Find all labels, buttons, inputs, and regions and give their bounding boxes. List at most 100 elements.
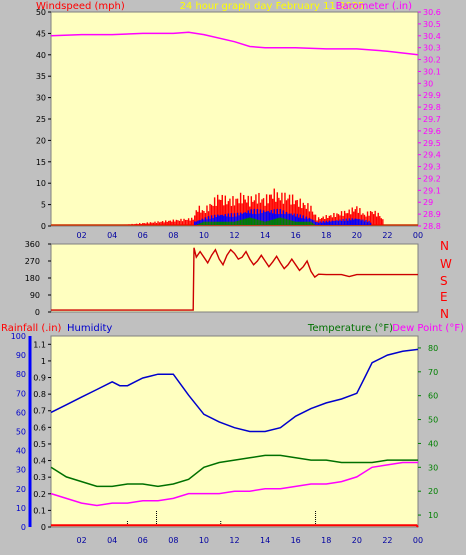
humidity-line [50,348,419,433]
x-tick-label-temp: 04 [107,536,117,545]
barometer-tick-label: 30 [423,79,433,88]
direction-label-w: W [440,257,452,271]
humidity-tick-label: 40 [16,447,26,456]
x-tick-label-wind: 20 [352,231,362,240]
rainfall-tick-label: 0.8 [33,390,46,399]
direction-label-s: S [440,274,448,288]
wind-direction-line [51,247,418,311]
x-tick-label-temp: 16 [291,536,301,545]
barometer-tick-label: 29.3 [423,163,441,172]
barometer-tick-label: 30.6 [423,8,441,17]
x-tick-label-temp: 22 [382,536,392,545]
barometer-tick-label: 30.3 [423,44,441,53]
windspeed-tick-label: 45 [36,29,46,38]
temperature-tick-label: 10 [428,511,438,520]
x-tick-label-temp: 00 [413,536,423,545]
barometer-line [50,31,419,56]
barometer-tick-label: 30.4 [423,32,441,41]
rainfall-tick-label: 0.4 [33,457,46,466]
windspeed-axis-label: Windspeed (mph) [36,1,125,12]
direction-tick-label: 270 [25,257,40,266]
x-tick-label-temp: 10 [199,536,209,545]
barometer-tick-label: 28.9 [423,210,441,219]
x-tick-label-temp: 14 [260,536,270,545]
rainfall-axis-label: Rainfall (.in) [1,323,62,334]
windspeed-tick-label: 40 [36,51,46,60]
direction-label-e: E [440,290,448,304]
direction-label-n-top: N [440,239,449,253]
barometer-tick-label: 29.2 [423,174,441,183]
rainfall-tick-label: 1.1 [33,340,46,349]
temperature-tick-label: 40 [428,439,438,448]
windspeed-tick-label: 0 [41,222,46,231]
windspeed-tick-label: 20 [36,136,46,145]
rainfall-tick-label: 0.7 [33,407,46,416]
windspeed-tick-label: 10 [36,179,46,188]
rainfall-tick-label: 0.5 [33,440,46,449]
x-tick-label-temp: 02 [76,536,86,545]
humidity-tick-label: 70 [16,389,26,398]
x-tick-label-wind: 02 [76,231,86,240]
barometer-tick-label: 29.7 [423,115,441,124]
barometer-tick-label: 29.9 [423,91,441,100]
chart-marks-layer: 0510152025303540455028.828.92929.129.229… [11,8,441,545]
rainfall-tick-label: 0.1 [33,506,46,515]
humidity-tick-label: 100 [11,332,26,341]
humidity-tick-label: 30 [16,466,26,475]
dewpoint-line [50,461,418,507]
barometer-tick-label: 30.2 [423,56,441,65]
temperature-tick-label: 80 [428,344,438,353]
barometer-tick-label: 29.4 [423,151,441,160]
rainfall-tick-label: 0.2 [33,490,46,499]
rainfall-tick-label: 0.3 [33,473,46,482]
direction-tick-label: 0 [35,308,40,317]
x-tick-label-wind: 06 [138,231,148,240]
x-tick-label-wind: 08 [168,231,178,240]
humidity-tick-label: 0 [21,523,26,532]
direction-tick-label: 360 [25,240,40,249]
barometer-tick-label: 29.1 [423,186,441,195]
temperature-axis-label: Temperature (°F) [307,323,393,334]
barometer-tick-label: 29.6 [423,127,441,136]
x-tick-label-wind: 14 [260,231,270,240]
barometer-tick-label: 30.1 [423,67,441,76]
temperature-line [50,454,418,488]
humidity-tick-label: 80 [16,370,26,379]
windspeed-tick-label: 35 [36,72,46,81]
rainfall-tick-label: 0 [41,523,46,532]
x-tick-label-temp: 18 [321,536,331,545]
direction-plot-area [50,243,419,313]
barometer-tick-label: 30.5 [423,20,441,29]
rainfall-tick-label: 0.9 [33,374,46,383]
x-tick-label-wind: 22 [382,231,392,240]
x-tick-label-temp: 12 [229,536,239,545]
x-tick-label-temp: 08 [168,536,178,545]
humidity-axis-label: Humidity [67,323,112,334]
humidity-tick-label: 90 [16,351,26,360]
x-tick-label-temp: 20 [352,536,362,545]
humidity-tick-label: 20 [16,485,26,494]
chart-title: 24 hour graph day February 11 2025 [180,1,365,12]
temperature-tick-label: 30 [428,463,438,472]
temperature-tick-label: 20 [428,487,438,496]
x-tick-label-wind: 12 [229,231,239,240]
windspeed-tick-label: 15 [36,158,46,167]
windspeed-tick-label: 5 [41,201,46,210]
x-tick-label-wind: 18 [321,231,331,240]
rainfall-tick-label: 1 [41,357,46,366]
wind-plot-area [50,11,419,227]
barometer-tick-label: 29 [423,198,433,207]
windspeed-tick-label: 25 [36,115,46,124]
dewpoint-axis-label: Dew Point (°F) [392,323,464,334]
barometer-tick-label: 29.5 [423,139,441,148]
barometer-axis-label: Barometer (.in) [336,1,412,12]
humidity-tick-label: 10 [16,504,26,513]
direction-tick-label: 90 [30,291,40,300]
x-tick-label-wind: 10 [199,231,209,240]
x-tick-label-wind: 04 [107,231,117,240]
temperature-tick-label: 70 [428,368,438,377]
temperature-plot-area [50,335,419,528]
direction-label-n-bottom: N [440,307,449,321]
